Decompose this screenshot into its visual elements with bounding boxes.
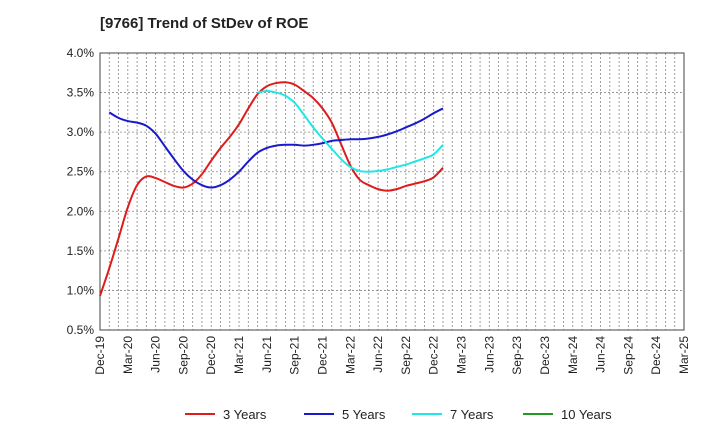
legend-label: 5 Years (342, 407, 386, 422)
x-tick-label: Dec-24 (649, 336, 663, 375)
legend-label: 7 Years (450, 407, 494, 422)
x-tick-label: Sep-23 (510, 336, 524, 375)
x-tick-label: Mar-23 (455, 336, 469, 374)
legend-label: 3 Years (223, 407, 267, 422)
x-tick-label: Dec-21 (315, 336, 329, 375)
y-axis: 0.5% 1.0% 1.5% 2.0% 2.5% 3.0% 3.5% 4.0% (67, 46, 95, 337)
y-tick-label: 2.0% (67, 204, 95, 218)
x-tick-label: Sep-21 (288, 336, 302, 375)
x-tick-label: Dec-22 (427, 336, 441, 375)
series-line-3-years (99, 81, 444, 297)
x-tick-label: Dec-23 (538, 336, 552, 375)
x-tick-label: Mar-21 (232, 336, 246, 374)
x-tick-label: Mar-24 (566, 336, 580, 374)
x-tick-label: Dec-20 (204, 336, 218, 375)
legend: 3 Years 5 Years 7 Years 10 Years (185, 407, 612, 422)
x-tick-label: Dec-19 (93, 336, 107, 375)
series-line-7-years (257, 89, 444, 173)
chart-title: [9766] Trend of StDev of ROE (100, 15, 308, 32)
y-tick-label: 3.0% (67, 125, 95, 139)
y-tick-label: 2.5% (67, 165, 95, 179)
y-tick-label: 3.5% (67, 86, 95, 100)
x-tick-label: Jun-20 (149, 336, 163, 373)
x-tick-label: Mar-20 (121, 336, 135, 374)
legend-label: 10 Years (561, 407, 612, 422)
y-tick-label: 0.5% (67, 323, 95, 337)
x-tick-label: Jun-24 (594, 336, 608, 373)
x-tick-label: Mar-22 (343, 336, 357, 374)
series (99, 81, 444, 297)
y-tick-label: 4.0% (67, 46, 95, 60)
plot-area (99, 52, 685, 331)
x-tick-label: Sep-20 (176, 336, 190, 375)
series-line-5-years (108, 107, 444, 189)
x-tick-label: Mar-25 (677, 336, 691, 374)
x-tick-label: Jun-21 (260, 336, 274, 373)
grid (99, 52, 685, 331)
y-tick-label: 1.5% (67, 244, 95, 258)
x-tick-label: Jun-23 (482, 336, 496, 373)
x-tick-label: Sep-22 (399, 336, 413, 375)
x-tick-label: Jun-22 (371, 336, 385, 373)
y-tick-label: 1.0% (67, 283, 95, 297)
x-axis: Dec-19 Mar-20 Jun-20 Sep-20 Dec-20 Mar-21 Jun-… (93, 336, 691, 375)
x-tick-label: Sep-24 (621, 336, 635, 375)
